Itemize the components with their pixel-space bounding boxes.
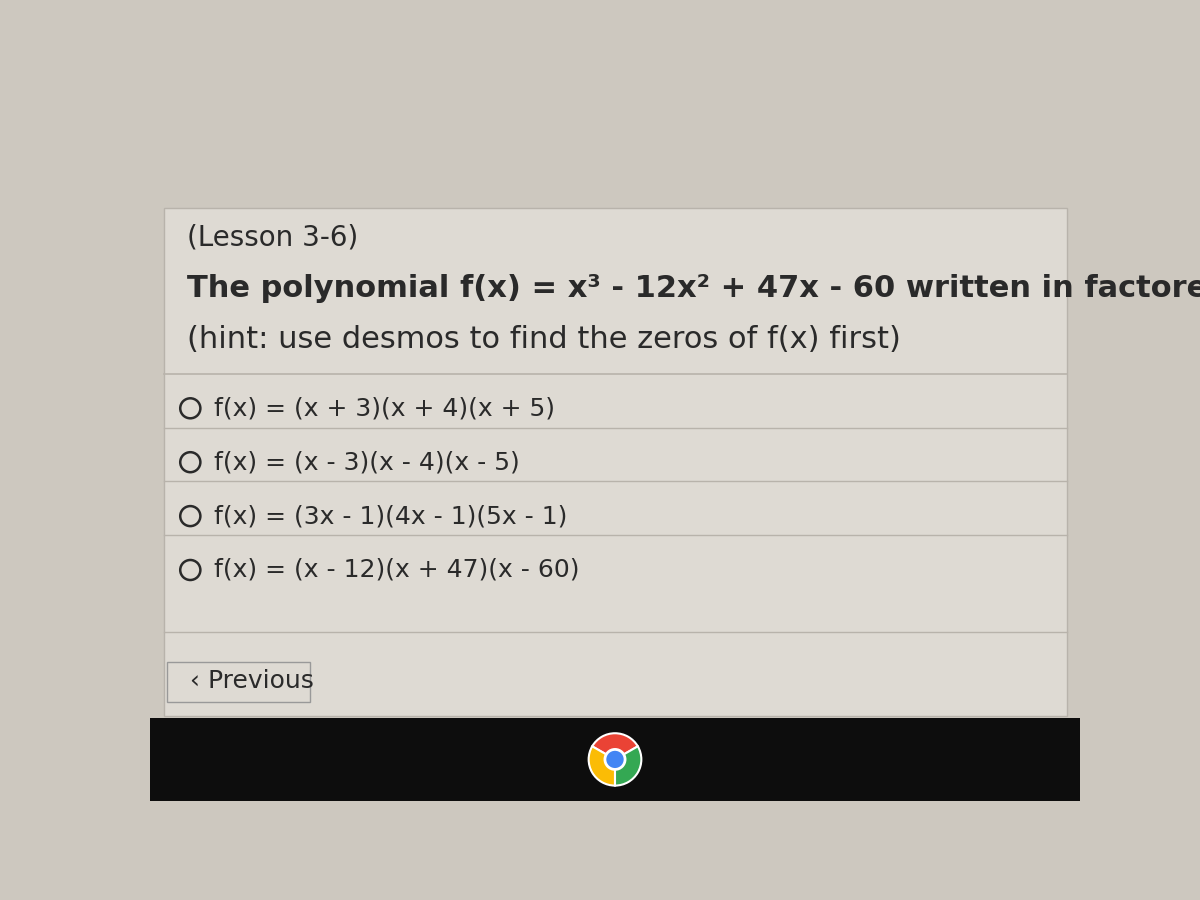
Text: (hint: use desmos to find the zeros of f(x) first): (hint: use desmos to find the zeros of f…	[187, 325, 901, 354]
Bar	[150, 718, 1080, 801]
Text: (Lesson 3-6): (Lesson 3-6)	[187, 223, 359, 251]
Circle shape	[605, 750, 625, 770]
FancyBboxPatch shape	[167, 662, 311, 702]
Wedge shape	[616, 746, 641, 786]
FancyBboxPatch shape	[164, 208, 1067, 716]
Text: f(x) = (x + 3)(x + 4)(x + 5): f(x) = (x + 3)(x + 4)(x + 5)	[214, 396, 554, 420]
Text: The polynomial f(x) = x³ - 12x² + 47x - 60 written in factored form is...: The polynomial f(x) = x³ - 12x² + 47x - …	[187, 274, 1200, 302]
Text: ‹ Previous: ‹ Previous	[191, 669, 314, 693]
Text: f(x) = (3x - 1)(4x - 1)(5x - 1): f(x) = (3x - 1)(4x - 1)(5x - 1)	[214, 504, 566, 528]
Text: f(x) = (x - 12)(x + 47)(x - 60): f(x) = (x - 12)(x + 47)(x - 60)	[214, 558, 580, 582]
Wedge shape	[592, 734, 638, 760]
Text: f(x) = (x - 3)(x - 4)(x - 5): f(x) = (x - 3)(x - 4)(x - 5)	[214, 450, 520, 474]
Wedge shape	[589, 746, 616, 786]
